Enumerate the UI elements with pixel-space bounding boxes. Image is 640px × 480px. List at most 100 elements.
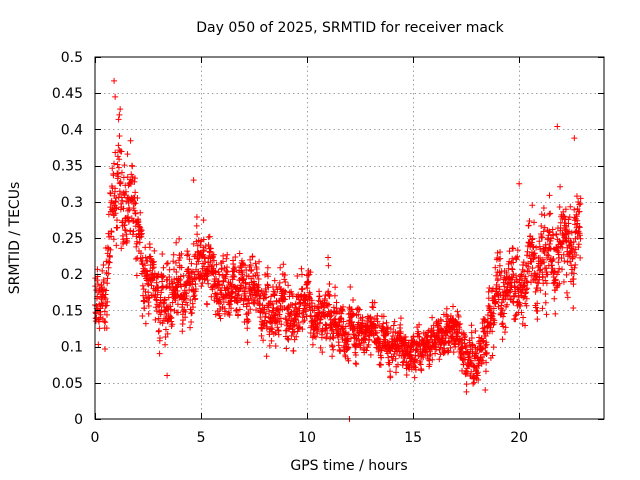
data-point [133, 243, 140, 250]
y-tick-label: 0.45 [52, 86, 83, 102]
data-point [153, 296, 160, 303]
data-point [423, 334, 430, 341]
data-point [254, 272, 261, 279]
data-point [326, 280, 333, 287]
data-point [489, 352, 496, 359]
data-point [210, 257, 217, 264]
data-point [240, 276, 247, 283]
data-point [164, 260, 171, 267]
data-point [325, 288, 332, 295]
data-point [137, 209, 144, 216]
data-point [552, 310, 559, 317]
data-point [246, 300, 253, 307]
data-point [223, 255, 230, 262]
data-point [195, 258, 202, 265]
data-point [570, 239, 577, 246]
data-point [215, 268, 222, 275]
data-point [105, 270, 112, 277]
data-point [103, 302, 110, 309]
data-point [546, 192, 553, 199]
data-point [296, 310, 303, 317]
data-point [184, 302, 191, 309]
data-point [397, 315, 404, 322]
data-point [106, 253, 113, 260]
data-point [205, 280, 212, 287]
data-point [501, 283, 508, 290]
data-point [232, 307, 239, 314]
data-point [126, 206, 133, 213]
data-point [229, 288, 236, 295]
data-point [223, 267, 230, 274]
data-point [271, 277, 278, 284]
data-point [205, 234, 212, 241]
data-point [141, 262, 148, 269]
data-point [494, 276, 501, 283]
data-point [475, 376, 482, 383]
data-point [520, 314, 527, 321]
data-point [518, 271, 525, 278]
data-point [259, 309, 266, 316]
data-point [512, 312, 519, 319]
data-point [543, 311, 550, 318]
data-point [162, 341, 169, 348]
data-point [263, 288, 270, 295]
data-point [529, 243, 536, 250]
data-point [229, 289, 236, 296]
data-point [321, 304, 328, 311]
data-point [560, 251, 567, 258]
data-point [204, 301, 211, 308]
data-point [577, 254, 584, 261]
data-point [307, 291, 314, 298]
data-point [522, 322, 529, 329]
data-point [520, 268, 527, 275]
data-point [334, 322, 341, 329]
data-point [326, 293, 333, 300]
data-point [132, 189, 139, 196]
data-point [262, 313, 269, 320]
data-point [510, 245, 517, 252]
data-point [344, 338, 351, 345]
data-point [167, 306, 174, 313]
data-point [139, 313, 146, 320]
data-point [147, 255, 154, 262]
data-point [294, 313, 301, 320]
data-point [115, 164, 122, 171]
data-point [524, 248, 531, 255]
data-point [509, 265, 516, 272]
data-point [312, 334, 319, 341]
data-point [190, 177, 197, 184]
data-point [567, 203, 574, 210]
data-point [226, 311, 233, 318]
data-point [500, 313, 507, 320]
data-point [309, 341, 316, 348]
data-point [130, 205, 137, 212]
data-point [186, 256, 193, 263]
data-point [547, 245, 554, 252]
data-point [529, 265, 536, 272]
data-point [129, 163, 136, 170]
data-point [302, 296, 309, 303]
data-point [573, 193, 580, 200]
data-point [97, 311, 104, 318]
data-point [266, 308, 273, 315]
data-point [285, 282, 292, 289]
data-point [516, 180, 523, 187]
data-point [517, 302, 524, 309]
data-point [232, 254, 239, 261]
data-point [240, 284, 247, 291]
data-point [124, 207, 131, 214]
data-point [236, 306, 243, 313]
data-point [472, 328, 479, 335]
data-point [264, 264, 271, 271]
data-point [236, 267, 243, 274]
data-point [503, 269, 510, 276]
data-point [490, 315, 497, 322]
data-point [275, 331, 282, 338]
data-point [216, 312, 223, 319]
data-point [100, 261, 107, 268]
data-point [179, 328, 186, 335]
data-point [226, 301, 233, 308]
data-point [138, 233, 145, 240]
data-point [311, 307, 318, 314]
data-point [212, 311, 219, 318]
